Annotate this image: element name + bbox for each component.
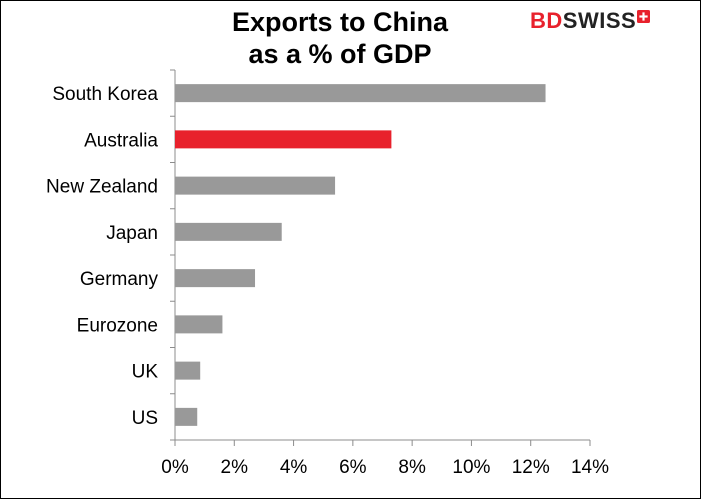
bar-japan bbox=[175, 222, 282, 241]
x-tick-label-6: 12% bbox=[512, 457, 550, 478]
category-label-us: US bbox=[132, 408, 158, 429]
category-label-germany: Germany bbox=[80, 269, 159, 290]
bar-australia bbox=[175, 130, 392, 149]
bar-new-zealand bbox=[175, 176, 336, 195]
chart-title: Exports to China as a % of GDP bbox=[150, 6, 530, 70]
logo-text-swiss: SWISS bbox=[562, 8, 637, 33]
category-label-uk: UK bbox=[132, 362, 159, 383]
x-tick-label-5: 10% bbox=[452, 457, 490, 478]
category-label-south-korea: South Korea bbox=[52, 84, 158, 105]
bar-south-korea bbox=[175, 84, 546, 103]
x-tick-label-2: 4% bbox=[280, 457, 308, 478]
logo-text-bd: BD bbox=[530, 8, 563, 33]
x-tick-label-1: 2% bbox=[221, 457, 249, 478]
chart-title-line-1: Exports to China bbox=[231, 7, 448, 37]
x-tick-label-7: 14% bbox=[571, 457, 609, 478]
x-tick-label-4: 8% bbox=[398, 457, 426, 478]
x-tick-label-0: 0% bbox=[161, 457, 189, 478]
bdswiss-logo: BD SWISS bbox=[530, 8, 651, 34]
category-label-new-zealand: New Zealand bbox=[46, 177, 158, 198]
category-label-eurozone: Eurozone bbox=[77, 315, 158, 336]
category-label-japan: Japan bbox=[106, 223, 158, 244]
chart-title-line-2: as a % of GDP bbox=[248, 39, 432, 69]
category-label-australia: Australia bbox=[84, 130, 158, 151]
bar-eurozone bbox=[175, 315, 223, 334]
bar-uk bbox=[175, 361, 201, 380]
swiss-cross-icon bbox=[637, 9, 651, 23]
x-tick-label-3: 6% bbox=[339, 457, 367, 478]
bar-us bbox=[175, 407, 198, 426]
bar-germany bbox=[175, 269, 256, 288]
